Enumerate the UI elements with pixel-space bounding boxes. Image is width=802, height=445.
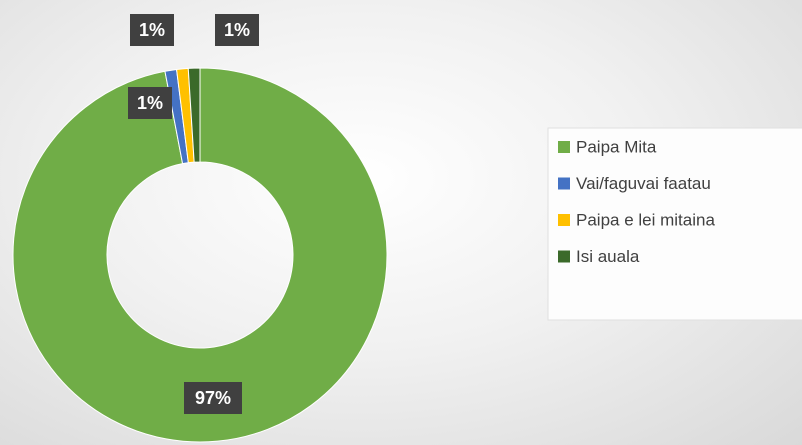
data-label-box <box>184 382 242 414</box>
legend-label: Paipa Mita <box>576 137 657 156</box>
data-label-box <box>130 14 174 46</box>
data-label: 1% <box>139 20 165 40</box>
legend-label: Isi auala <box>576 247 640 266</box>
data-label: 97% <box>195 388 231 408</box>
data-label-box <box>215 14 259 46</box>
data-label: 1% <box>224 20 250 40</box>
donut-slice <box>12 67 388 443</box>
legend-swatch <box>558 214 570 226</box>
legend-swatch <box>558 141 570 153</box>
legend-swatch <box>558 177 570 190</box>
data-label: 1% <box>137 93 163 113</box>
legend-label: Vai/faguvai faatau <box>576 174 711 193</box>
donut-slice <box>187 67 201 163</box>
legend-label: Paipa e lei mitaina <box>576 210 715 229</box>
data-label-box <box>128 87 172 119</box>
legend-swatch <box>558 250 570 263</box>
legend-box <box>547 127 802 321</box>
